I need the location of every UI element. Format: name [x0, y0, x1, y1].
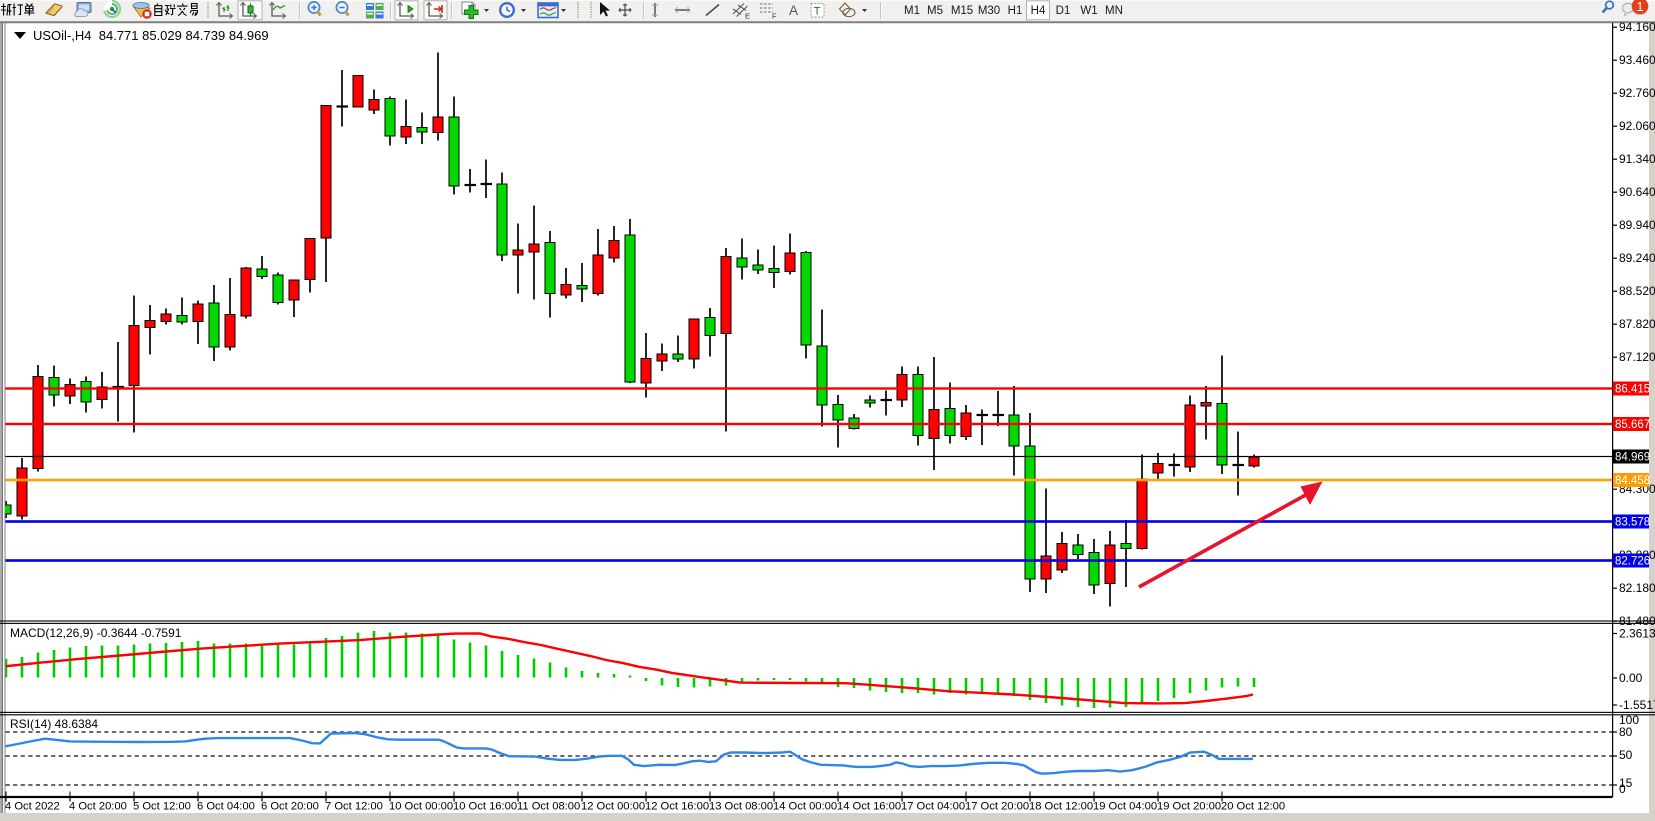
svg-text:82.726: 82.726	[1615, 556, 1650, 568]
svg-text:94.160: 94.160	[1619, 21, 1655, 34]
svg-text:14 Oct 00:00: 14 Oct 00:00	[773, 801, 837, 813]
svg-text:MACD(12,26,9) -0.3644 -0.7591: MACD(12,26,9) -0.3644 -0.7591	[10, 626, 182, 640]
svg-text:20 Oct 12:00: 20 Oct 12:00	[1221, 801, 1285, 813]
svg-text:92.060: 92.060	[1619, 119, 1655, 133]
svg-text:1: 1	[1636, 0, 1643, 14]
svg-text:88.520: 88.520	[1619, 284, 1655, 298]
svg-text:0.00: 0.00	[1619, 671, 1643, 685]
svg-text:91.340: 91.340	[1619, 152, 1655, 166]
svg-text:5 Oct 12:00: 5 Oct 12:00	[133, 801, 191, 813]
svg-text:4 Oct 2022: 4 Oct 2022	[5, 801, 60, 813]
svg-text:15: 15	[1619, 776, 1633, 790]
svg-text:85.667: 85.667	[1615, 419, 1650, 431]
svg-text:84.969: 84.969	[1615, 452, 1650, 464]
svg-text:H4: H4	[1031, 5, 1046, 17]
svg-text:89.240: 89.240	[1619, 251, 1655, 265]
svg-text:11 Oct 08:00: 11 Oct 08:00	[517, 801, 580, 813]
svg-text:M5: M5	[927, 5, 943, 17]
svg-text:17 Oct 04:00: 17 Oct 04:00	[901, 801, 965, 813]
svg-text:87.120: 87.120	[1619, 350, 1655, 364]
svg-text:93.460: 93.460	[1619, 53, 1655, 67]
svg-text:90.640: 90.640	[1619, 185, 1655, 199]
svg-text:4 Oct 20:00: 4 Oct 20:00	[69, 801, 127, 813]
svg-text:W1: W1	[1080, 5, 1097, 17]
svg-text:M15: M15	[951, 5, 973, 17]
svg-text:RSI(14) 48.6384: RSI(14) 48.6384	[10, 717, 98, 731]
svg-text:M30: M30	[978, 5, 1000, 17]
svg-text:19 Oct 20:00: 19 Oct 20:00	[1157, 801, 1221, 813]
svg-text:80: 80	[1619, 725, 1633, 739]
svg-text:12 Oct 00:00: 12 Oct 00:00	[581, 801, 645, 813]
svg-text:10 Oct 16:00: 10 Oct 16:00	[453, 801, 517, 813]
svg-text:82.180: 82.180	[1619, 581, 1655, 595]
svg-text:12 Oct 16:00: 12 Oct 16:00	[645, 801, 709, 813]
svg-text:D1: D1	[1056, 5, 1071, 17]
svg-text:M1: M1	[904, 5, 920, 17]
svg-text:H1: H1	[1008, 5, 1023, 17]
svg-text:6 Oct 20:00: 6 Oct 20:00	[261, 801, 319, 813]
svg-text:7 Oct 12:00: 7 Oct 12:00	[325, 801, 383, 813]
svg-text:USOil-,H4 84.771 85.029 84.73: USOil-,H4 84.771 85.029 84.739 84.969	[33, 28, 269, 43]
svg-text:14 Oct 16:00: 14 Oct 16:00	[837, 801, 901, 813]
svg-text:81.480: 81.480	[1619, 614, 1655, 628]
svg-text:50: 50	[1619, 748, 1633, 762]
svg-text:92.760: 92.760	[1619, 86, 1655, 100]
svg-text:87.820: 87.820	[1619, 317, 1655, 331]
svg-text:T: T	[814, 6, 821, 18]
svg-text:86.415: 86.415	[1615, 384, 1650, 396]
svg-text:A: A	[789, 3, 798, 18]
svg-text:-1.5517: -1.5517	[1619, 698, 1655, 712]
svg-text:E: E	[745, 12, 750, 21]
svg-text:F: F	[772, 12, 777, 21]
svg-text:84.458: 84.458	[1615, 475, 1650, 487]
svg-text:0: 0	[1619, 782, 1626, 796]
svg-text:89.940: 89.940	[1619, 218, 1655, 232]
svg-text:19 Oct 04:00: 19 Oct 04:00	[1093, 801, 1157, 813]
svg-text:13 Oct 08:00: 13 Oct 08:00	[709, 801, 773, 813]
svg-text:100: 100	[1619, 713, 1639, 727]
svg-text:17 Oct 20:00: 17 Oct 20:00	[965, 801, 1029, 813]
svg-text:2.3613: 2.3613	[1619, 627, 1655, 641]
svg-text:83.578: 83.578	[1615, 517, 1650, 529]
svg-text:10 Oct 00:00: 10 Oct 00:00	[389, 801, 453, 813]
svg-text:18 Oct 12:00: 18 Oct 12:00	[1029, 801, 1093, 813]
svg-text:MN: MN	[1105, 5, 1123, 17]
svg-text:6 Oct 04:00: 6 Oct 04:00	[197, 801, 255, 813]
